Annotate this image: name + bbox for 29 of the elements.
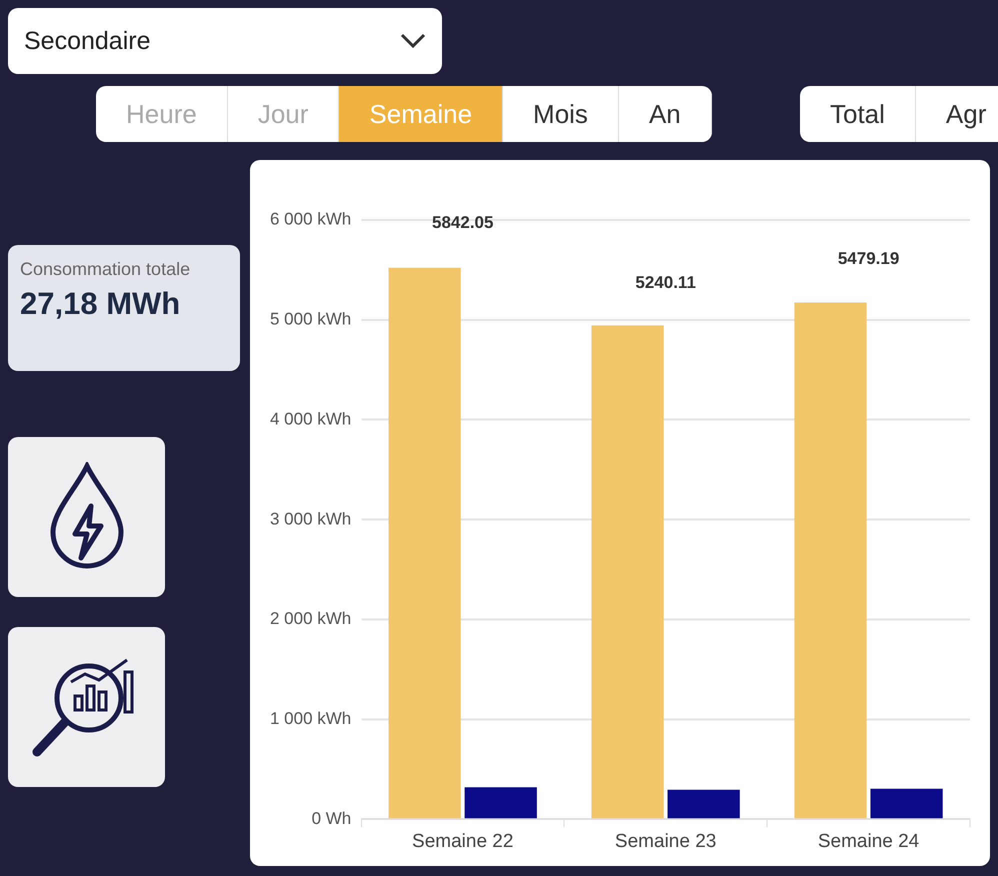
text: Agr [916,86,998,142]
text: Heure [96,86,228,142]
x-tick-label: Semaine 22 [412,830,514,852]
bar [870,788,943,818]
bar [464,787,537,818]
y-tick-label: 3 000 kWh [270,509,352,528]
total-label: 5240.11 [635,273,696,292]
bar [794,302,867,818]
bar [591,325,664,818]
x-tick-label: Semaine 24 [818,830,920,852]
y-tick-label: 4 000 kWh [270,409,352,428]
y-tick-label: 6 000 kWh [270,210,352,229]
text: Consommation totale [20,259,192,280]
y-tick-label: 5 000 kWh [270,310,352,329]
bar [668,790,740,818]
text: Mois [503,86,619,142]
text: Jour [228,86,340,142]
y-tick-label: 1 000 kWh [270,709,352,728]
y-tick-label: 0 Wh [312,808,352,828]
y-tick-label: 2 000 kWh [270,609,352,628]
text: Secondaire [24,26,150,56]
total-label: 5842.05 [432,212,494,232]
text: An [618,86,712,142]
text: Total [800,86,916,142]
total-label: 5479.19 [838,249,900,268]
x-tick-label: Semaine 23 [614,830,716,852]
text: Semaine [339,86,504,142]
text: 27,18 MWh [20,286,182,322]
bar [388,268,461,818]
